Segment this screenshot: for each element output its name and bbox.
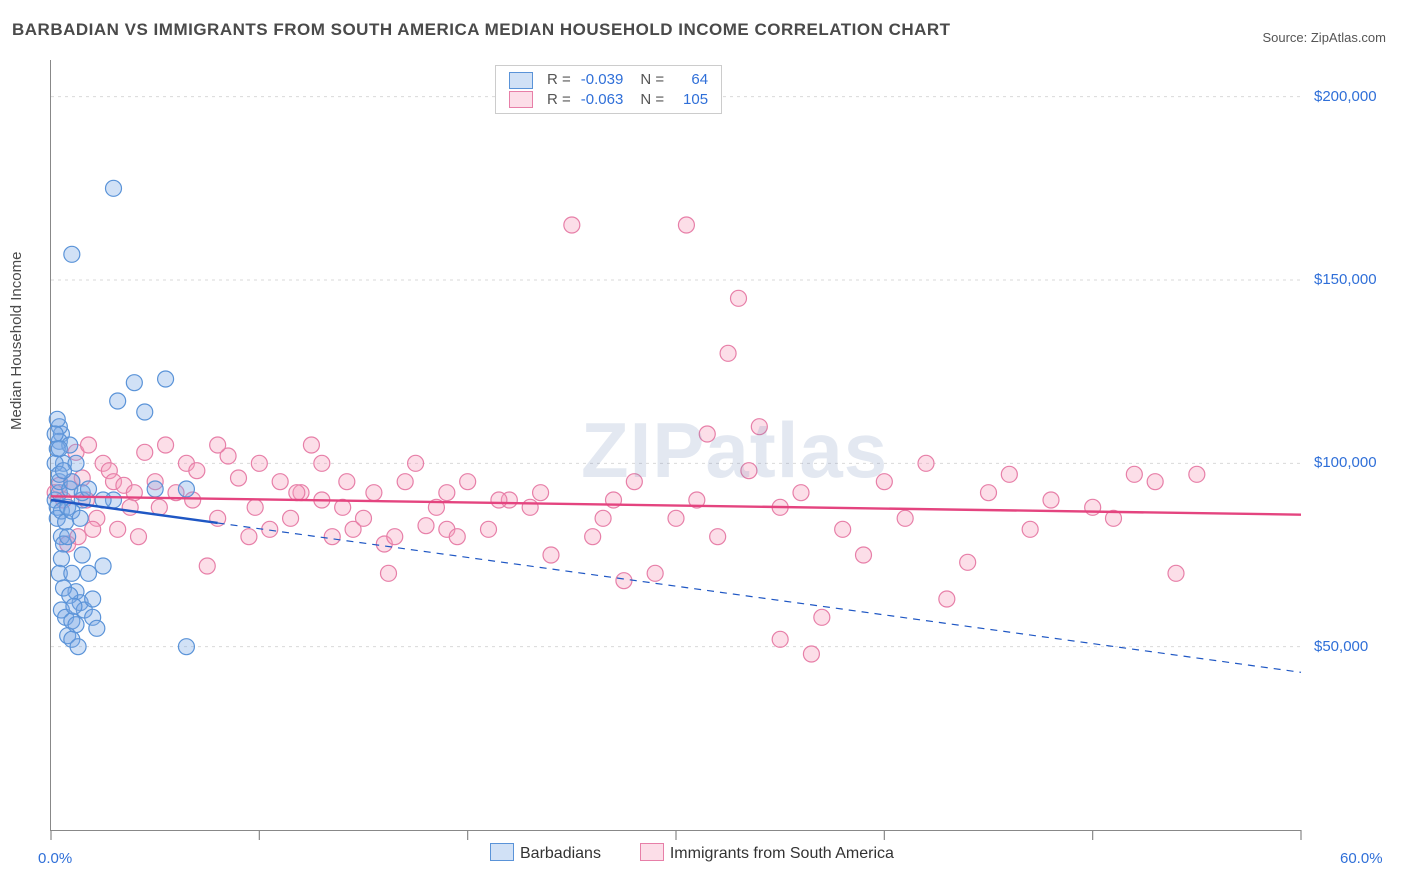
chart-svg [51,60,1301,830]
n-label-b: N = [628,90,669,110]
legend-row-b: R = -0.063 N = 105 [504,90,713,110]
series-label-a: Barbadians [520,845,601,862]
legend-row-a: R = -0.039 N = 64 [504,70,713,90]
y-tick-label: $150,000 [1314,271,1377,288]
r-value-a: -0.039 [576,70,629,90]
legend-swatch-a [509,72,533,89]
legend-swatch-b [509,91,533,108]
y-tick-label: $50,000 [1314,638,1368,655]
y-tick-label: $100,000 [1314,454,1377,471]
n-value-a: 64 [669,70,713,90]
chart-title: BARBADIAN VS IMMIGRANTS FROM SOUTH AMERI… [12,20,951,40]
r-label-a: R = [542,70,576,90]
source-name: ZipAtlas.com [1311,30,1386,45]
plot-area: ZIPatlas [50,60,1301,831]
series-label-b: Immigrants from South America [670,845,894,862]
correlation-legend: R = -0.039 N = 64 R = -0.063 N = 105 [495,65,722,114]
source-prefix: Source: [1262,30,1310,45]
r-value-b: -0.063 [576,90,629,110]
r-label-b: R = [542,90,576,110]
series-swatch-b [640,843,664,861]
x-max-label: 60.0% [1340,850,1383,867]
series-legend: Barbadians Immigrants from South America [490,843,894,863]
source-attribution: Source: ZipAtlas.com [1262,30,1386,45]
x-min-label: 0.0% [38,850,72,867]
correlation-legend-table: R = -0.039 N = 64 R = -0.063 N = 105 [504,70,713,109]
y-axis-label: Median Household Income [8,252,25,430]
n-value-b: 105 [669,90,713,110]
n-label-a: N = [628,70,669,90]
series-swatch-a [490,843,514,861]
y-tick-label: $200,000 [1314,88,1377,105]
